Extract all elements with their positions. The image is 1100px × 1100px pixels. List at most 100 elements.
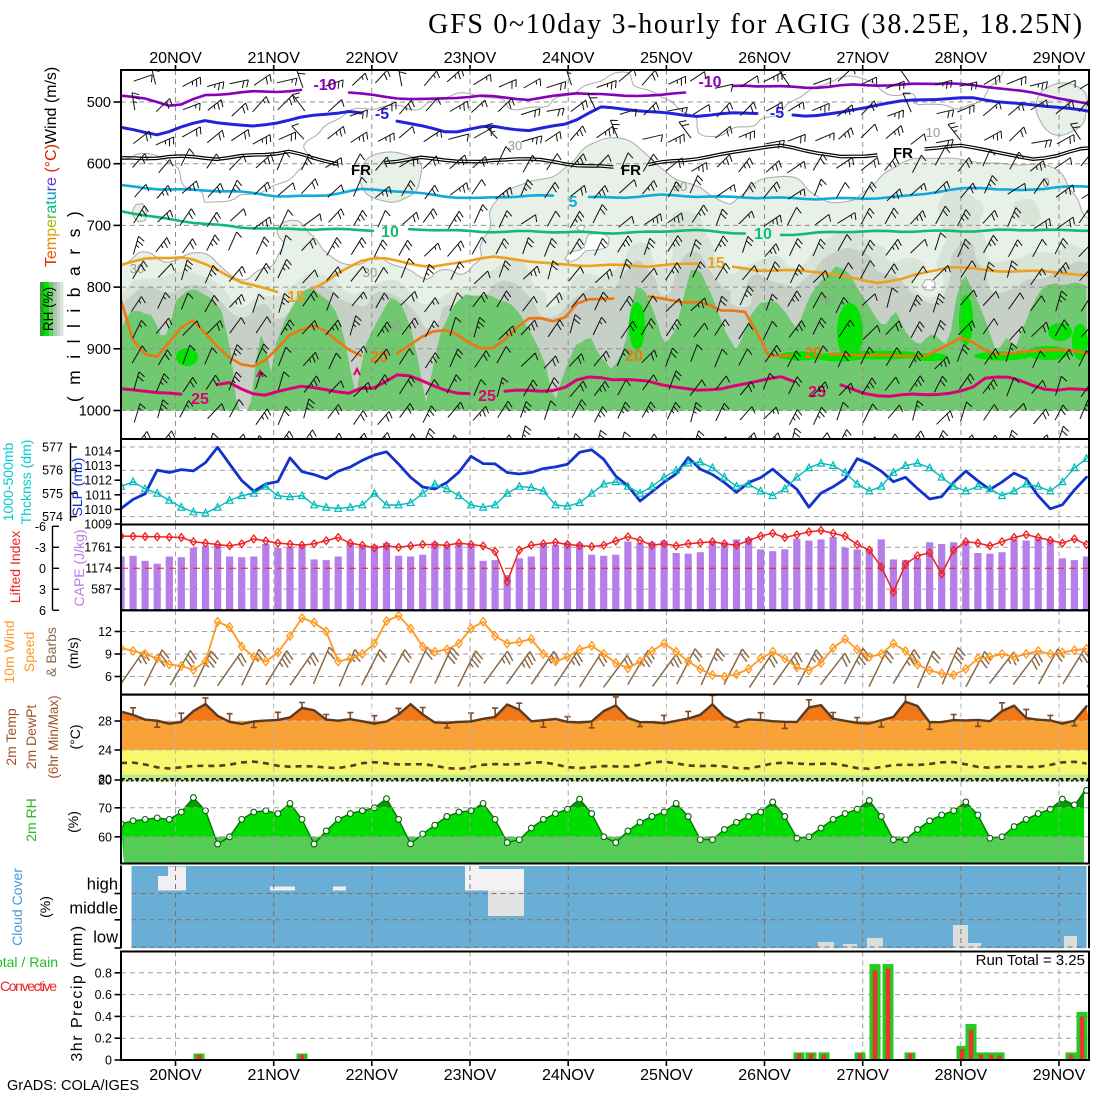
svg-text:21NOV: 21NOV xyxy=(247,1067,300,1084)
svg-text:0.4: 0.4 xyxy=(95,1010,112,1024)
svg-text:20NOV: 20NOV xyxy=(149,50,202,67)
svg-text:25: 25 xyxy=(191,391,209,408)
svg-text:10: 10 xyxy=(754,226,772,243)
svg-text:21NOV: 21NOV xyxy=(247,50,300,67)
svg-text:28: 28 xyxy=(98,715,112,729)
svg-text:low: low xyxy=(93,929,118,947)
svg-text:0.8: 0.8 xyxy=(95,966,112,980)
svg-text:1761: 1761 xyxy=(84,541,112,555)
svg-text:0.6: 0.6 xyxy=(95,988,112,1002)
svg-text:800: 800 xyxy=(87,280,111,296)
svg-text:25NOV: 25NOV xyxy=(640,50,693,67)
svg-text:10: 10 xyxy=(381,224,399,241)
svg-text:25: 25 xyxy=(808,384,826,401)
svg-text:575: 575 xyxy=(42,487,63,501)
svg-text:Cloud Cover: Cloud Cover xyxy=(9,868,25,946)
svg-text:1013: 1013 xyxy=(84,459,112,473)
svg-text:Thcknss (dm): Thcknss (dm) xyxy=(18,440,34,525)
svg-text:1009: 1009 xyxy=(84,518,112,532)
svg-text:24NOV: 24NOV xyxy=(542,1067,595,1084)
svg-text:577: 577 xyxy=(42,441,63,455)
svg-text:Total / Rain: Total / Rain xyxy=(0,954,58,970)
svg-text:Speed: Speed xyxy=(21,632,37,672)
svg-text:1000: 1000 xyxy=(79,404,111,420)
svg-text:25: 25 xyxy=(478,388,496,405)
svg-text:RH (%): RH (%) xyxy=(41,287,56,331)
svg-text:20NOV: 20NOV xyxy=(149,1067,202,1084)
svg-text:FR: FR xyxy=(351,162,371,179)
svg-text:1014: 1014 xyxy=(84,445,112,459)
svg-text:23NOV: 23NOV xyxy=(444,1067,497,1084)
svg-text:30: 30 xyxy=(363,265,377,280)
svg-text:15: 15 xyxy=(707,255,725,272)
svg-text:-10: -10 xyxy=(313,77,336,94)
svg-text:(6hr Min/Max): (6hr Min/Max) xyxy=(46,695,61,778)
svg-text:Lifted Index: Lifted Index xyxy=(7,531,23,603)
svg-text:3: 3 xyxy=(39,583,46,597)
svg-text:2m DewPt: 2m DewPt xyxy=(23,705,39,770)
svg-text:5: 5 xyxy=(569,194,578,211)
svg-text:574: 574 xyxy=(42,510,63,524)
svg-text:22NOV: 22NOV xyxy=(346,1067,399,1084)
svg-text:2m RH: 2m RH xyxy=(23,798,39,842)
svg-text:FR: FR xyxy=(621,162,641,179)
svg-text:Temperature (°C)Wind (m/s): Temperature (°C)Wind (m/s) xyxy=(43,67,60,267)
svg-text:60: 60 xyxy=(98,830,112,844)
svg-text:1011: 1011 xyxy=(85,488,112,502)
svg-text:6: 6 xyxy=(39,604,46,618)
svg-text:28NOV: 28NOV xyxy=(935,50,988,67)
svg-text:576: 576 xyxy=(42,464,63,478)
svg-text:(°C): (°C) xyxy=(67,724,83,749)
svg-text:12: 12 xyxy=(98,625,112,639)
svg-text:900: 900 xyxy=(87,342,111,358)
svg-text:-6: -6 xyxy=(35,520,46,534)
svg-text:(%): (%) xyxy=(37,896,53,918)
svg-text:1012: 1012 xyxy=(84,474,112,488)
svg-text:20: 20 xyxy=(98,774,112,788)
svg-text:27NOV: 27NOV xyxy=(836,1067,889,1084)
svg-text:22NOV: 22NOV xyxy=(346,50,399,67)
svg-text:26NOV: 26NOV xyxy=(738,1067,791,1084)
svg-text:600: 600 xyxy=(87,157,111,173)
svg-text:1000-500mb: 1000-500mb xyxy=(0,442,16,521)
svg-text:0.2: 0.2 xyxy=(95,1032,112,1046)
svg-text:middle: middle xyxy=(69,900,118,918)
svg-text:-10: -10 xyxy=(698,74,721,91)
svg-text:9: 9 xyxy=(105,648,112,662)
svg-text:0: 0 xyxy=(39,562,46,576)
svg-text:27NOV: 27NOV xyxy=(836,50,889,67)
svg-text:30: 30 xyxy=(508,138,522,153)
svg-text:Convective: Convective xyxy=(0,978,57,994)
svg-text:GFS 0~10day 3-hourly for AGIG: GFS 0~10day 3-hourly for AGIG (38.25E, 1… xyxy=(428,9,1084,40)
svg-text:Run Total = 3.25: Run Total = 3.25 xyxy=(976,952,1085,969)
svg-text:500: 500 xyxy=(87,95,111,111)
svg-text:1174: 1174 xyxy=(85,562,112,576)
svg-text:0: 0 xyxy=(105,1054,112,1068)
svg-text:70: 70 xyxy=(98,801,112,815)
svg-text:& Barbs: & Barbs xyxy=(43,627,59,677)
svg-text:29NOV: 29NOV xyxy=(1033,1067,1086,1084)
svg-text:24: 24 xyxy=(98,744,112,758)
svg-text:700: 700 xyxy=(87,218,111,234)
svg-text:high: high xyxy=(87,876,118,894)
svg-text:2m Temp: 2m Temp xyxy=(3,708,19,766)
svg-text:6: 6 xyxy=(105,670,112,684)
svg-text:3hr Precip (mm): 3hr Precip (mm) xyxy=(69,924,86,1061)
svg-text:1010: 1010 xyxy=(84,503,112,517)
svg-text:CAPE (J/kg): CAPE (J/kg) xyxy=(71,529,87,606)
svg-text:50: 50 xyxy=(388,319,402,334)
svg-text:23NOV: 23NOV xyxy=(444,50,497,67)
svg-text:(m/s): (m/s) xyxy=(65,637,81,669)
svg-text:10m Wind: 10m Wind xyxy=(1,620,17,683)
svg-text:(%): (%) xyxy=(65,811,81,833)
svg-text:28NOV: 28NOV xyxy=(935,1067,988,1084)
svg-text:25NOV: 25NOV xyxy=(640,1067,693,1084)
svg-text:50: 50 xyxy=(821,293,835,308)
svg-text:-3: -3 xyxy=(35,541,46,555)
svg-text:20: 20 xyxy=(625,348,643,365)
svg-text:GrADS: COLA/IGES: GrADS: COLA/IGES xyxy=(7,1078,139,1094)
svg-text:FR: FR xyxy=(893,145,913,162)
svg-text:80: 80 xyxy=(98,773,112,787)
svg-text:24NOV: 24NOV xyxy=(542,50,595,67)
svg-text:SLP (mb): SLP (mb) xyxy=(69,458,85,517)
